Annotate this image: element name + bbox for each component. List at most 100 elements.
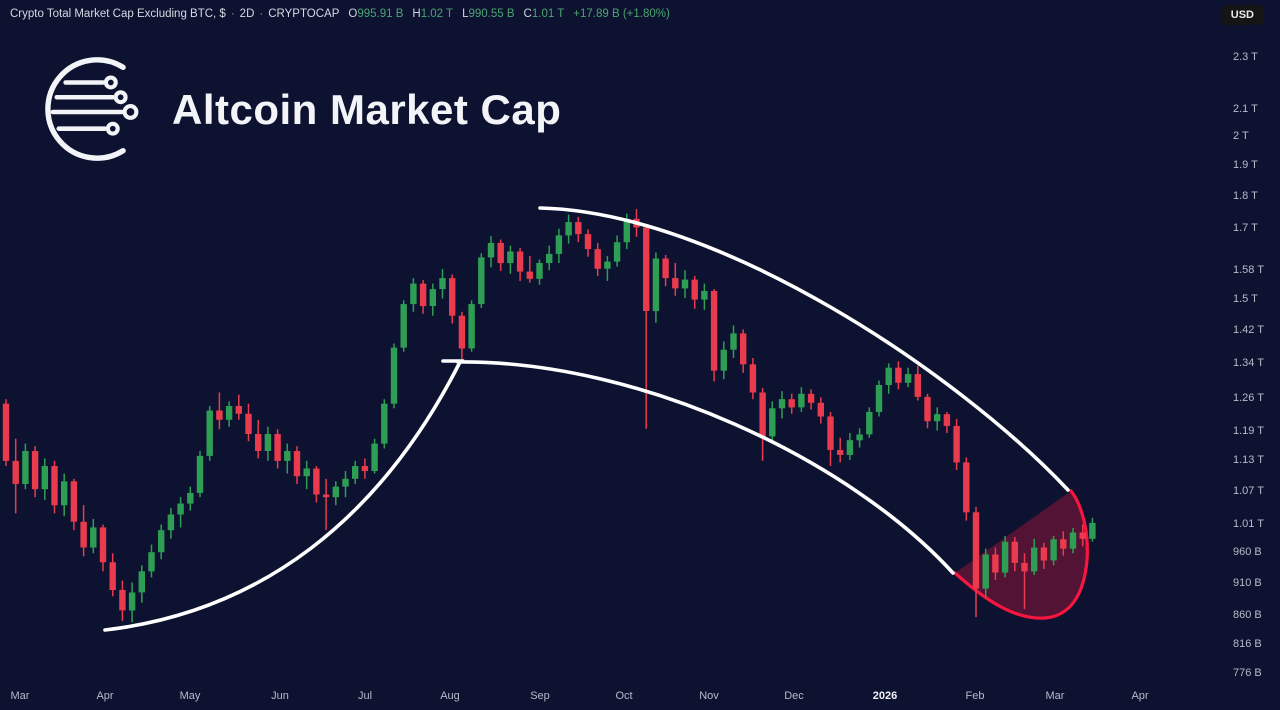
price-axis-label: 1.58 T [1233,264,1264,276]
candle [953,418,960,470]
candle [934,407,941,431]
time-axis-label: Mar [10,690,30,702]
candle [584,229,592,257]
exchange-name[interactable]: CRYPTOCAP [268,8,340,20]
upper-curve-trendline[interactable] [538,206,1070,492]
candle [1079,524,1086,547]
candle [1021,553,1028,610]
separator-dot: · [230,8,235,20]
candle [885,363,892,394]
candle [817,397,824,424]
candle [128,582,136,623]
candle [681,270,689,299]
candle [487,236,495,268]
candle [730,325,737,358]
price-axis-label: 1.9 T [1233,159,1258,171]
candle [478,253,485,308]
candle [555,228,563,263]
candle [788,393,795,414]
candle [109,553,116,597]
time-axis-label: Aug [440,690,460,702]
timeframe-selector[interactable]: 2D [239,8,255,20]
candle [255,419,262,459]
candle [526,256,533,283]
ohlc-low: L990.55 B [462,8,515,20]
ohlc-high: H1.02 T [412,8,454,20]
candle [992,547,999,580]
currency-toggle-button[interactable]: USD [1221,5,1263,25]
candle [245,403,252,442]
candle [148,544,155,578]
candle [381,399,388,449]
price-axis-label: 2 T [1233,130,1249,142]
time-axis-label: May [179,690,201,702]
candle [235,394,242,420]
time-axis-label: Sep [530,690,550,702]
candle [361,458,369,479]
price-axis-label: 1.07 T [1233,485,1264,497]
candle [419,279,427,314]
candle [216,392,223,430]
time-axis-label: Feb [965,690,985,702]
lower-curve-trendline[interactable] [456,360,955,575]
time-axis-label: Jul [357,690,373,702]
candle [2,399,10,466]
candle [1011,537,1018,572]
candle [1040,542,1048,569]
candle [22,443,29,490]
candle [332,481,339,506]
price-axis-label: 1.19 T [1233,425,1264,437]
ohlc-open: O995.91 B [348,8,404,20]
price-axis-label: 1.13 T [1233,454,1264,466]
candle [61,473,68,517]
candle [119,580,126,621]
price-axis-label: 1.26 T [1233,392,1264,404]
left-arc-trendline[interactable] [103,360,462,632]
time-axis-label: Dec [784,690,804,702]
candle [1001,535,1009,578]
candle [856,428,863,448]
candle [225,401,233,427]
candle [31,446,39,498]
price-change: +17.89 B (+1.80%) [573,8,670,20]
candle [710,289,718,382]
candle [449,274,456,324]
candle [410,278,417,312]
candle [177,497,184,528]
time-axis-label: Nov [699,690,719,702]
candle [672,263,679,296]
brand-name: Altcoin Market Cap [172,86,562,133]
symbol-title[interactable]: Crypto Total Market Cap Excluding BTC, $ [10,8,226,20]
candle [371,438,378,474]
candle [80,505,87,557]
candle [643,225,650,429]
candle [167,508,175,539]
candle [778,391,786,419]
brand-watermark: Altcoin Market Cap [42,52,561,168]
ohlc-close: C1.01 T [523,8,565,20]
price-axis-label: 910 B [1233,577,1262,589]
candle [749,358,757,400]
candle [458,311,466,360]
price-axis-label: 1.8 T [1233,190,1258,202]
candle [90,519,97,554]
candle [982,548,989,598]
cup-pattern-outline[interactable] [953,489,1089,620]
candle [429,283,436,316]
candle [798,387,805,412]
time-axis-label: Mar [1045,690,1065,702]
altcoin-network-icon [45,57,139,161]
candle [70,478,78,531]
candle [594,242,601,276]
price-axis-label: 1.01 T [1233,518,1264,530]
candle [12,438,19,514]
price-axis-label: 860 B [1233,609,1262,621]
symbol-header: Crypto Total Market Cap Excluding BTC, $… [10,8,670,20]
candle [662,255,669,287]
candle [352,460,359,484]
candle [497,239,504,271]
candle [1031,538,1038,575]
time-axis-label: Oct [615,690,633,702]
price-axis-label: 2.1 T [1233,103,1258,115]
